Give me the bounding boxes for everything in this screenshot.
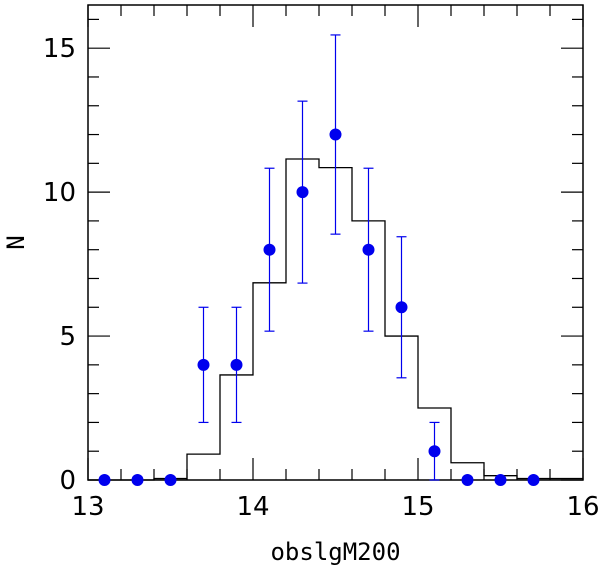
x-axis-title: obslgM200 [270, 538, 400, 566]
data-point [230, 358, 243, 371]
data-point [428, 445, 441, 458]
model-histogram [88, 158, 583, 481]
y-tick-label: 0 [59, 466, 76, 496]
plot-frame [87, 4, 584, 481]
data-point [527, 474, 540, 486]
data-point [263, 243, 276, 256]
x-tick-labels: 13 14 15 16 [71, 492, 599, 522]
x-tick-label: 14 [236, 492, 269, 522]
histogram-step-line [88, 158, 583, 481]
y-tick-labels: 0 5 10 15 [43, 34, 76, 496]
data-point [131, 474, 144, 486]
y-tick-label: 10 [43, 178, 76, 208]
x-tick-label: 16 [566, 492, 599, 522]
data-point [98, 474, 111, 486]
data-points [98, 34, 540, 486]
data-point [164, 474, 177, 486]
y-tick-label: 15 [43, 34, 76, 64]
y-tick-label: 5 [59, 322, 76, 352]
data-point [494, 474, 507, 486]
y-axis-title: N [2, 235, 30, 249]
data-point [329, 128, 342, 141]
data-point [197, 358, 210, 371]
data-point [362, 243, 375, 256]
minor-ticks [88, 5, 583, 480]
data-point [395, 301, 408, 314]
x-tick-label: 15 [401, 492, 434, 522]
data-point [296, 186, 309, 199]
x-tick-label: 13 [71, 492, 104, 522]
data-point [461, 474, 474, 486]
